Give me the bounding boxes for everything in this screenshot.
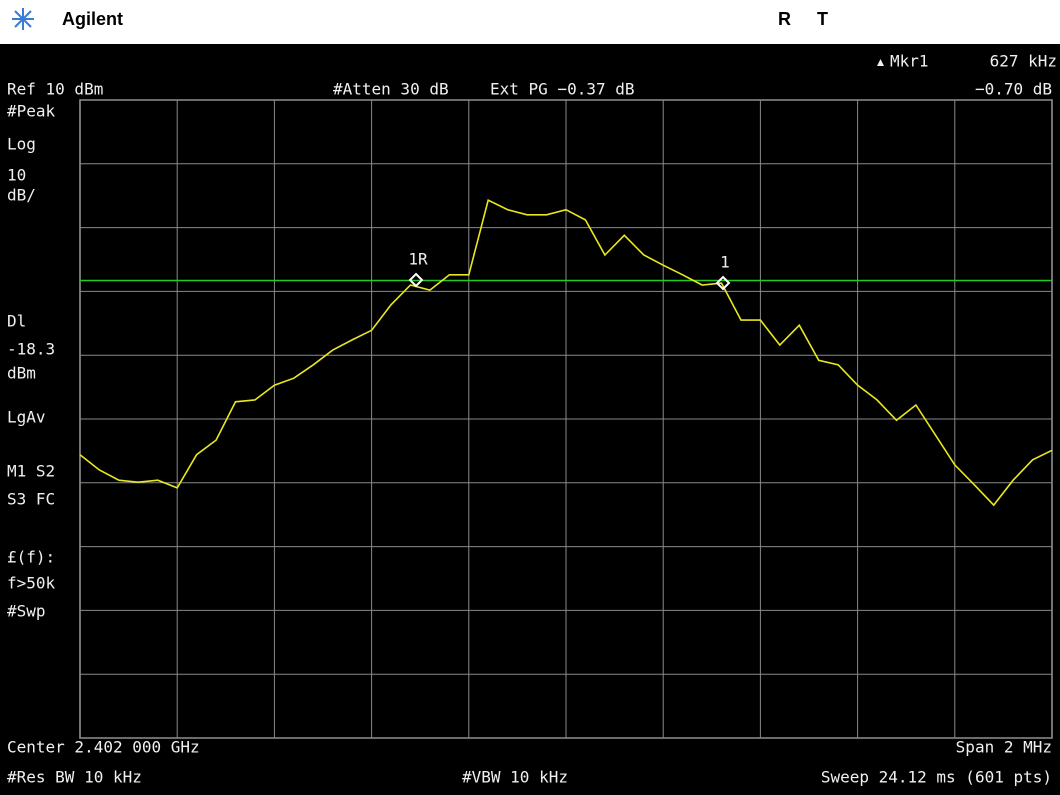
status-r: R <box>778 9 791 29</box>
status-t: T <box>817 9 828 29</box>
side-label: dB/ <box>7 186 36 205</box>
side-label: f>50k <box>7 574 56 593</box>
ref-level: Ref 10 dBm <box>7 80 103 99</box>
marker-level: −0.70 dB <box>975 80 1052 99</box>
sweep: Sweep 24.12 ms (601 pts) <box>821 768 1052 787</box>
side-label: £(f): <box>7 548 55 567</box>
marker <box>715 275 731 291</box>
rbw: #Res BW 10 kHz <box>7 768 142 787</box>
side-label: 10 <box>7 166 26 185</box>
side-label: Log <box>7 135 36 154</box>
brand: Agilent <box>62 9 123 29</box>
marker-label: 1R <box>408 250 428 269</box>
side-label: LgAv <box>7 408 46 427</box>
marker-delta: 627 kHz <box>990 52 1057 71</box>
side-label: M1 S2 <box>7 462 55 481</box>
display-line-value: -18.3 <box>7 340 55 359</box>
side-label: Dl <box>7 312 26 331</box>
marker <box>408 272 424 288</box>
side-label: #Swp <box>7 602 46 621</box>
side-label: #Peak <box>7 102 56 121</box>
trace <box>79 199 1053 507</box>
center-freq: Center 2.402 000 GHz <box>7 738 200 757</box>
ext-pg: Ext PG −0.37 dB <box>490 80 635 99</box>
span: Span 2 MHz <box>956 738 1052 757</box>
delta-icon <box>877 59 884 66</box>
attenuation: #Atten 30 dB <box>333 80 449 99</box>
logo <box>12 8 34 30</box>
marker-label: 1 <box>720 253 730 272</box>
side-label: dBm <box>7 364 36 383</box>
title-bar <box>0 0 1060 44</box>
marker-label: Mkr1 <box>890 52 929 71</box>
side-label: S3 FC <box>7 490 55 509</box>
vbw: #VBW 10 kHz <box>462 768 568 787</box>
